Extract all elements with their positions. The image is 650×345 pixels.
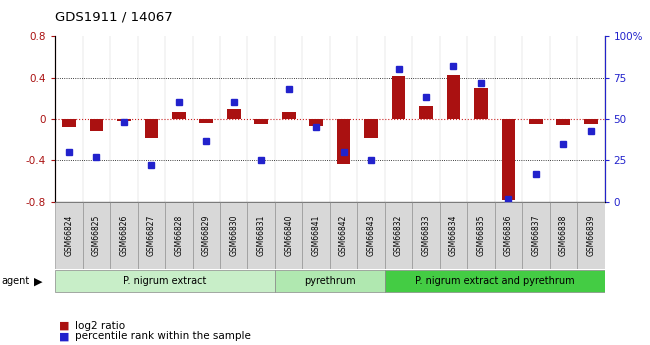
FancyBboxPatch shape xyxy=(275,202,302,269)
Text: P. nigrum extract and pyrethrum: P. nigrum extract and pyrethrum xyxy=(415,276,575,286)
Bar xyxy=(254,119,268,124)
Text: GSM66825: GSM66825 xyxy=(92,215,101,256)
Text: GSM66840: GSM66840 xyxy=(284,215,293,256)
Bar xyxy=(90,119,103,131)
Bar xyxy=(144,119,158,138)
FancyBboxPatch shape xyxy=(467,202,495,269)
Text: GSM66828: GSM66828 xyxy=(174,215,183,256)
Bar xyxy=(392,76,406,119)
Text: GSM66839: GSM66839 xyxy=(586,215,595,256)
Text: GSM66842: GSM66842 xyxy=(339,215,348,256)
Text: GSM66834: GSM66834 xyxy=(449,215,458,256)
Bar xyxy=(227,109,240,119)
Text: GSM66837: GSM66837 xyxy=(531,215,540,256)
Bar xyxy=(584,119,597,124)
Bar xyxy=(502,119,515,200)
Text: GSM66838: GSM66838 xyxy=(559,215,568,256)
Bar xyxy=(62,119,76,127)
FancyBboxPatch shape xyxy=(495,202,522,269)
Text: GSM66843: GSM66843 xyxy=(367,215,376,256)
Bar xyxy=(419,106,433,119)
Text: ■: ■ xyxy=(58,321,69,331)
Text: GSM66835: GSM66835 xyxy=(476,215,486,256)
FancyBboxPatch shape xyxy=(248,202,275,269)
Bar xyxy=(200,119,213,123)
Text: GSM66826: GSM66826 xyxy=(120,215,129,256)
Bar xyxy=(309,119,323,126)
Text: GSM66841: GSM66841 xyxy=(311,215,320,256)
Text: pyrethrum: pyrethrum xyxy=(304,276,356,286)
Text: GSM66832: GSM66832 xyxy=(394,215,403,256)
Text: log2 ratio: log2 ratio xyxy=(75,321,125,331)
FancyBboxPatch shape xyxy=(302,202,330,269)
FancyBboxPatch shape xyxy=(577,202,605,269)
FancyBboxPatch shape xyxy=(550,202,577,269)
Text: GSM66827: GSM66827 xyxy=(147,215,156,256)
FancyBboxPatch shape xyxy=(522,202,550,269)
Bar xyxy=(529,119,543,124)
Bar xyxy=(117,119,131,121)
Bar xyxy=(364,119,378,138)
Bar xyxy=(172,112,186,119)
Bar xyxy=(282,112,296,119)
Bar xyxy=(556,119,570,125)
Text: percentile rank within the sample: percentile rank within the sample xyxy=(75,332,251,341)
FancyBboxPatch shape xyxy=(275,270,385,292)
Text: GSM66830: GSM66830 xyxy=(229,215,239,256)
FancyBboxPatch shape xyxy=(192,202,220,269)
Text: GSM66831: GSM66831 xyxy=(257,215,266,256)
Text: agent: agent xyxy=(1,276,29,286)
Text: ■: ■ xyxy=(58,332,69,341)
FancyBboxPatch shape xyxy=(165,202,192,269)
FancyBboxPatch shape xyxy=(111,202,138,269)
FancyBboxPatch shape xyxy=(330,202,358,269)
Text: GSM66824: GSM66824 xyxy=(64,215,73,256)
Text: GSM66833: GSM66833 xyxy=(421,215,430,256)
Bar xyxy=(447,75,460,119)
FancyBboxPatch shape xyxy=(138,202,165,269)
FancyBboxPatch shape xyxy=(55,202,83,269)
FancyBboxPatch shape xyxy=(385,270,604,292)
Text: GSM66836: GSM66836 xyxy=(504,215,513,256)
Bar xyxy=(337,119,350,164)
FancyBboxPatch shape xyxy=(358,202,385,269)
FancyBboxPatch shape xyxy=(412,202,439,269)
FancyBboxPatch shape xyxy=(439,202,467,269)
Text: P. nigrum extract: P. nigrum extract xyxy=(124,276,207,286)
FancyBboxPatch shape xyxy=(83,202,110,269)
Bar xyxy=(474,88,488,119)
FancyBboxPatch shape xyxy=(220,202,248,269)
Text: GSM66829: GSM66829 xyxy=(202,215,211,256)
Text: GDS1911 / 14067: GDS1911 / 14067 xyxy=(55,10,173,23)
Text: ▶: ▶ xyxy=(34,276,42,286)
FancyBboxPatch shape xyxy=(55,270,275,292)
FancyBboxPatch shape xyxy=(385,202,412,269)
